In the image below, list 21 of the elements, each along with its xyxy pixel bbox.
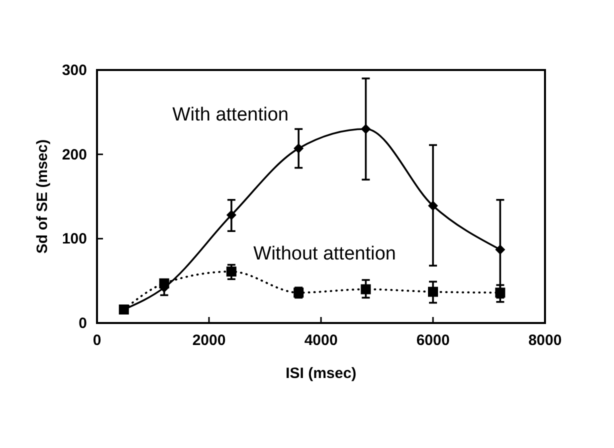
y-tick-label: 300 [62, 62, 87, 79]
x-tick-label: 0 [92, 332, 102, 349]
point [360, 124, 371, 134]
y-tick-label: 200 [62, 146, 87, 164]
x-tick-label: 8000 [528, 332, 562, 349]
point [226, 210, 236, 220]
point [428, 200, 438, 211]
x-axis-title: ISI (msec) [286, 365, 356, 382]
y-tick-label: 0 [78, 315, 87, 332]
x-tick-label: 2000 [192, 332, 226, 349]
point [495, 244, 506, 255]
x-tick-label: 6000 [416, 332, 450, 349]
x-tick-label: 4000 [304, 332, 338, 349]
point [360, 284, 371, 294]
y-axis-title: Sd of SE (msec) [34, 139, 51, 254]
point [294, 143, 304, 154]
series-label: Without attention [253, 244, 396, 265]
y-tick-label: 100 [62, 230, 87, 248]
series-label: With attention [172, 104, 289, 126]
point [226, 266, 236, 277]
point [428, 286, 438, 297]
